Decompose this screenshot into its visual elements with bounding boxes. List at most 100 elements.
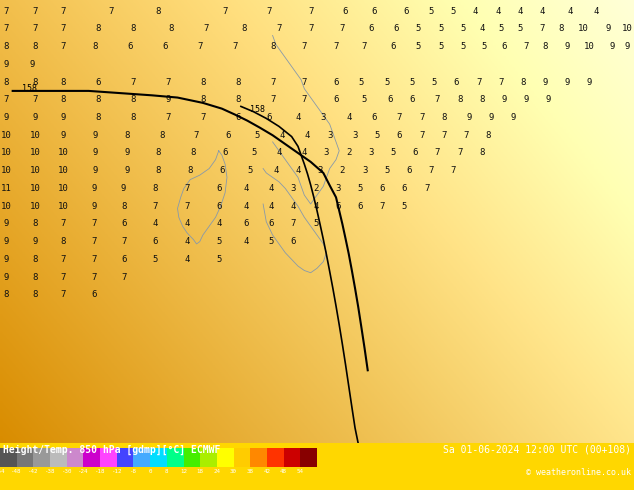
Text: 9: 9	[625, 42, 630, 51]
Text: 6: 6	[91, 291, 96, 299]
Text: 7: 7	[61, 24, 66, 33]
Bar	[301, 448, 317, 466]
Text: 4: 4	[243, 202, 249, 211]
Text: 9: 9	[565, 77, 570, 87]
Text: 8: 8	[156, 6, 161, 16]
Text: 8: 8	[131, 24, 136, 33]
Text: 3: 3	[291, 184, 296, 193]
Text: 4: 4	[243, 184, 249, 193]
Text: 10: 10	[1, 166, 11, 175]
Text: 30: 30	[230, 469, 237, 474]
Text: 7: 7	[184, 184, 190, 193]
Text: 7: 7	[61, 272, 66, 282]
Text: 8: 8	[159, 131, 164, 140]
Text: 9: 9	[29, 60, 34, 69]
Text: 7: 7	[232, 42, 237, 51]
Text: 7: 7	[4, 95, 9, 104]
Text: 10: 10	[578, 24, 588, 33]
Text: 5: 5	[153, 255, 158, 264]
Text: 7: 7	[419, 131, 424, 140]
Text: 6: 6	[403, 6, 408, 16]
Text: 9: 9	[565, 42, 570, 51]
Text: 5: 5	[251, 148, 256, 157]
Text: 7: 7	[165, 77, 171, 87]
Text: 8: 8	[156, 166, 161, 175]
Text: -48: -48	[11, 469, 22, 474]
Text: 7: 7	[121, 237, 126, 246]
Text: 6: 6	[291, 237, 296, 246]
Text: 9: 9	[524, 95, 529, 104]
Text: 5: 5	[416, 24, 421, 33]
Text: 7: 7	[91, 272, 96, 282]
Text: 10: 10	[30, 166, 40, 175]
Text: 5: 5	[460, 24, 465, 33]
Text: 6: 6	[372, 6, 377, 16]
Text: 10: 10	[58, 166, 68, 175]
Text: 7: 7	[362, 42, 367, 51]
Text: 7: 7	[302, 77, 307, 87]
Bar	[283, 448, 301, 466]
Text: 7: 7	[441, 131, 446, 140]
Text: 8: 8	[270, 42, 275, 51]
Text: 6: 6	[380, 184, 385, 193]
Text: 6: 6	[226, 131, 231, 140]
Text: 6: 6	[269, 220, 274, 228]
Text: -8: -8	[130, 469, 137, 474]
Text: 3: 3	[362, 166, 367, 175]
Text: 6: 6	[235, 113, 240, 122]
Text: 2: 2	[340, 166, 345, 175]
Text: 6: 6	[121, 220, 126, 228]
Text: 7: 7	[291, 220, 296, 228]
Text: 6: 6	[410, 95, 415, 104]
Text: 5: 5	[254, 131, 259, 140]
Bar	[167, 448, 183, 466]
Text: 9: 9	[124, 166, 129, 175]
Text: 5: 5	[438, 42, 443, 51]
Text: -54: -54	[0, 469, 5, 474]
Text: 7: 7	[32, 6, 37, 16]
Text: 4: 4	[243, 237, 249, 246]
Text: 4: 4	[273, 166, 278, 175]
Text: 9: 9	[93, 148, 98, 157]
Text: 6: 6	[358, 202, 363, 211]
Text: 8: 8	[191, 148, 196, 157]
Text: 3: 3	[318, 166, 323, 175]
Text: 8: 8	[457, 95, 462, 104]
Text: 6: 6	[127, 42, 133, 51]
Text: 5: 5	[384, 77, 389, 87]
Text: 42: 42	[264, 469, 271, 474]
Text: 4: 4	[540, 6, 545, 16]
Text: 7: 7	[4, 24, 9, 33]
Text: 8: 8	[32, 77, 37, 87]
Text: 5: 5	[269, 237, 274, 246]
Text: 7: 7	[340, 24, 345, 33]
Text: 54: 54	[297, 469, 304, 474]
Text: 6: 6	[406, 166, 411, 175]
Text: 8: 8	[165, 469, 169, 474]
Text: 7: 7	[91, 220, 96, 228]
Text: -12: -12	[112, 469, 122, 474]
Text: 9: 9	[543, 77, 548, 87]
Text: 8: 8	[61, 95, 66, 104]
Text: 7: 7	[435, 148, 440, 157]
Text: Sa 01-06-2024 12:00 UTC (00+108): Sa 01-06-2024 12:00 UTC (00+108)	[443, 445, 631, 455]
Text: 7: 7	[429, 166, 434, 175]
Text: 7: 7	[197, 42, 202, 51]
Text: 9: 9	[93, 166, 98, 175]
Text: 7: 7	[397, 113, 402, 122]
Text: 9: 9	[121, 184, 126, 193]
Text: 7: 7	[270, 77, 275, 87]
Text: 5: 5	[216, 255, 221, 264]
Text: 9: 9	[93, 131, 98, 140]
Text: 8: 8	[169, 24, 174, 33]
Text: 7: 7	[424, 184, 429, 193]
Text: 9: 9	[32, 113, 37, 122]
Text: 0: 0	[148, 469, 152, 474]
Text: 9: 9	[609, 42, 614, 51]
Text: 10: 10	[1, 202, 11, 211]
Text: 8: 8	[121, 202, 126, 211]
Text: 8: 8	[131, 95, 136, 104]
Text: 4: 4	[517, 6, 522, 16]
Text: 8: 8	[200, 95, 205, 104]
Text: 9: 9	[4, 60, 9, 69]
